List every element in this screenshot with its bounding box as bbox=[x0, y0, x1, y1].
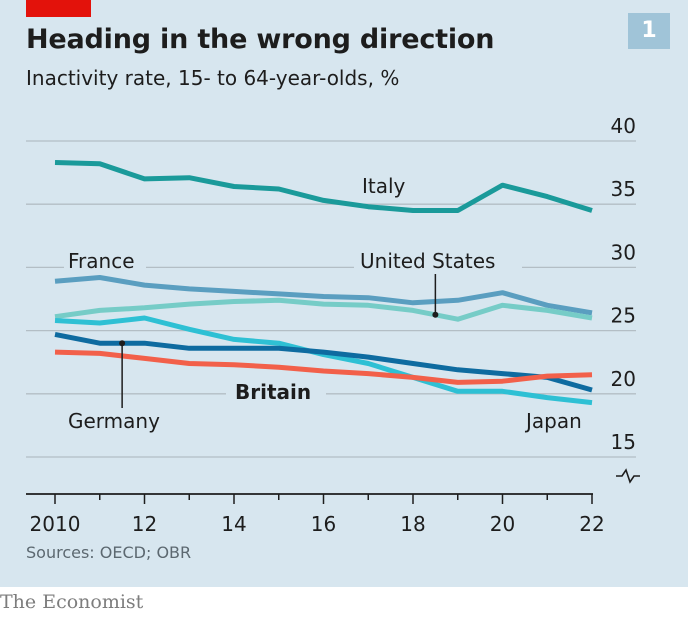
chart-number-badge: 1 bbox=[628, 13, 670, 49]
y-tick-label: 15 bbox=[611, 430, 636, 454]
series-line-france bbox=[54, 275, 593, 316]
series-line-germany bbox=[54, 331, 593, 393]
y-tick-label: 30 bbox=[611, 240, 636, 264]
series-label-france: France bbox=[68, 249, 135, 273]
x-tick-label: 20 bbox=[490, 512, 515, 536]
chart-panel bbox=[0, 0, 688, 587]
gridlines bbox=[26, 140, 636, 458]
y-tick-label: 40 bbox=[611, 114, 636, 138]
label-gap bbox=[354, 252, 522, 276]
x-axis: 2010 12 14 16 18 20 22 bbox=[26, 493, 605, 536]
x-tick-label: 12 bbox=[132, 512, 157, 536]
series-label-united-states: United States bbox=[360, 249, 495, 273]
series-labels: Italy France United States Germany Britain Ja… bbox=[68, 174, 582, 433]
series-label-italy: Italy bbox=[362, 174, 406, 198]
publisher-logo: The Economist bbox=[0, 591, 144, 613]
series-lines bbox=[54, 160, 593, 406]
y-tick-label: 25 bbox=[611, 304, 636, 328]
series-line-britain bbox=[54, 349, 593, 385]
line-chart: 15 20 25 30 35 40 Italy France United States Ger… bbox=[26, 114, 640, 536]
annotation-pointer-dot bbox=[432, 311, 439, 318]
label-gap bbox=[226, 383, 326, 407]
x-tick-label: 2010 bbox=[30, 512, 81, 536]
series-label-japan: Japan bbox=[524, 409, 582, 433]
x-tick-label: 22 bbox=[579, 512, 604, 536]
x-tick-label: 14 bbox=[221, 512, 246, 536]
annotation-pointer-dot bbox=[119, 340, 126, 347]
y-tick-label: 35 bbox=[611, 177, 636, 201]
label-gap bbox=[64, 252, 146, 276]
source-note: Sources: OECD; OBR bbox=[26, 543, 192, 562]
series-label-germany: Germany bbox=[68, 409, 160, 433]
series-line-italy bbox=[54, 160, 593, 213]
series-line-united-states bbox=[54, 297, 593, 322]
brand-accent-tab bbox=[26, 0, 91, 17]
series-label-britain: Britain bbox=[235, 380, 311, 404]
chart-subtitle: Inactivity rate, 15- to 64-year-olds, % bbox=[26, 66, 400, 90]
chart-title: Heading in the wrong direction bbox=[26, 24, 495, 55]
y-tick-label: 20 bbox=[611, 367, 636, 391]
axis-break-icon bbox=[616, 468, 640, 484]
x-tick-label: 18 bbox=[400, 512, 425, 536]
y-axis-labels: 15 20 25 30 35 40 bbox=[611, 114, 640, 484]
x-tick-label: 16 bbox=[311, 512, 336, 536]
